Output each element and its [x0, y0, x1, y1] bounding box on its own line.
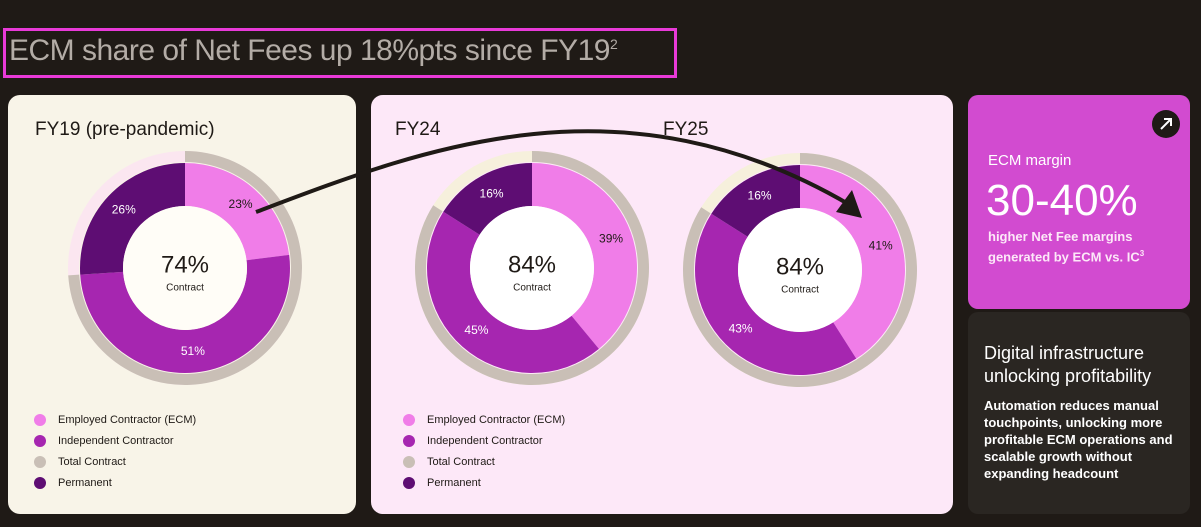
- title-text: ECM share of Net Fees up 18%pts since FY…: [9, 34, 610, 67]
- data-label: 43%: [729, 322, 753, 336]
- legend-swatch: [403, 435, 415, 447]
- chart-title: FY19 (pre-pandemic): [35, 119, 215, 140]
- donut-segment: [443, 163, 532, 235]
- data-label: 45%: [464, 323, 488, 337]
- center-text: Contract: [166, 283, 204, 294]
- data-label: 23%: [229, 197, 253, 211]
- digital-body: Automation reduces manual touchpoints, u…: [984, 398, 1173, 481]
- donut-segment: [185, 163, 290, 261]
- arrow-curve: [255, 129, 852, 214]
- donut-hole: [123, 206, 247, 330]
- legend-swatch: [403, 456, 415, 468]
- digital-panel: [968, 312, 1190, 514]
- margin-label: ECM margin: [988, 152, 1072, 169]
- link-icon[interactable]: [1152, 110, 1180, 138]
- donut-segment: [695, 213, 857, 375]
- slide-title: ECM share of Net Fees up 18%pts since FY…: [9, 34, 618, 68]
- legend-swatch: [34, 456, 46, 468]
- legend-label: Employed Contractor (ECM): [427, 414, 565, 426]
- donut-segment: [79, 163, 185, 275]
- margin-description: higher Net Fee margins generated by ECM …: [988, 228, 1158, 265]
- footnote: 3: [1139, 249, 1145, 258]
- legend-label: Independent Contractor: [58, 435, 174, 447]
- center-text: Contract: [781, 285, 819, 296]
- data-label: 41%: [869, 239, 893, 253]
- title-box: [3, 28, 677, 78]
- footnote: 2: [609, 36, 618, 52]
- center-value: 84%: [508, 251, 556, 278]
- donut-segment: [427, 211, 599, 373]
- data-label: 26%: [112, 203, 136, 217]
- legend-swatch: [403, 477, 415, 489]
- legend-label: Permanent: [58, 477, 112, 489]
- chart-layer: FY19 (pre-pandemic) 23% 51% 26% 74% Contract E…: [34, 119, 917, 489]
- data-label: 51%: [181, 344, 205, 358]
- center-text: Contract: [513, 283, 551, 294]
- donut-segment: [80, 254, 290, 373]
- chart-title: FY25: [663, 119, 708, 140]
- legend-swatch: [403, 414, 415, 426]
- legend-swatch: [34, 477, 46, 489]
- data-label: 39%: [599, 232, 623, 246]
- legend-label: Total Contract: [58, 456, 126, 468]
- chart-title: FY24: [395, 119, 441, 140]
- description-text: higher Net Fee margins generated by ECM …: [988, 229, 1140, 265]
- donut-hole: [738, 208, 862, 332]
- arrow: [255, 129, 862, 218]
- legend-label: Employed Contractor (ECM): [58, 414, 196, 426]
- digital-heading: Digital infrastructure unlocking profita…: [984, 343, 1152, 386]
- legend-swatch: [34, 435, 46, 447]
- legend-label: Independent Contractor: [427, 435, 543, 447]
- arrow-head: [836, 190, 862, 218]
- donut-segment: [800, 165, 905, 359]
- data-label: 16%: [748, 189, 772, 203]
- data-label: 16%: [480, 187, 504, 201]
- legend-label: Permanent: [427, 477, 481, 489]
- icon-arrow: [1160, 118, 1172, 130]
- donut-segment: [711, 165, 800, 237]
- center-value: 74%: [161, 251, 209, 278]
- margin-value: 30-40%: [986, 176, 1138, 225]
- legend-swatch: [34, 414, 46, 426]
- legend-label: Total Contract: [427, 456, 495, 468]
- center-value: 84%: [776, 253, 824, 280]
- donut-hole: [470, 206, 594, 330]
- donut-segment: [532, 163, 637, 349]
